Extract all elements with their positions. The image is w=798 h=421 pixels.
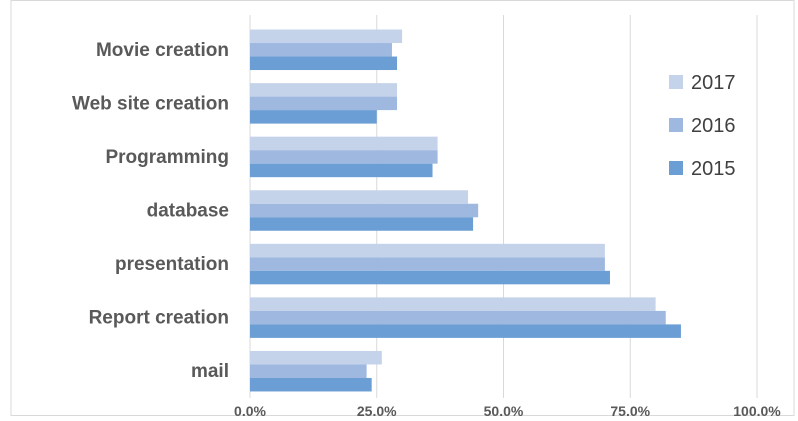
bar-presentation-2017 [250,243,605,258]
legend-label-2015: 2015 [691,158,736,180]
bar-mail-2016 [250,364,367,378]
bar-database-2017 [250,190,469,204]
legend-swatch-2017 [669,75,683,89]
bar-mail-2017 [250,350,382,365]
category-label-mail: mail [191,361,229,382]
bar-web-site-creation-2017 [250,83,398,97]
x-tick-label-75-0: 75.0% [610,403,650,419]
bar-mail-2015 [250,377,372,392]
bars [250,29,681,392]
bar-movie-creation-2015 [250,56,398,71]
bar-report-creation-2016 [250,310,666,325]
category-label-database: database [147,201,229,222]
legend-label-2016: 2016 [691,115,736,137]
legend-swatch-2015 [669,161,683,175]
chart-frame [10,0,795,416]
x-tick-labels: 0.0% 25.0% 50.0% 75.0% 100.0% [234,403,781,419]
bar-database-2015 [250,217,474,231]
bar-presentation-2015 [250,270,610,285]
bar-report-creation-2017 [250,297,656,311]
bar-web-site-creation-2015 [250,110,377,124]
legend-swatch-2016 [669,118,683,132]
x-tick-label-100-0: 100.0% [733,403,781,419]
bar-movie-creation-2016 [250,43,392,57]
category-label-report-creation: Report creation [89,308,229,329]
legend: 2017 2016 2015 [669,72,736,180]
category-labels: Movie creation Web site creation Programmi… [72,40,229,382]
x-tick-label-50-0: 50.0% [484,403,524,419]
category-label-presentation: presentation [115,254,229,275]
category-label-programming: Programming [105,147,229,168]
bar-database-2016 [250,203,479,218]
bar-report-creation-2015 [250,324,681,338]
bar-programming-2015 [250,163,433,178]
bar-programming-2016 [250,150,438,164]
bar-movie-creation-2017 [250,29,403,44]
x-tick-label-0-0: 0.0% [234,403,266,419]
legend-label-2017: 2017 [691,72,736,94]
x-tick-label-25-0: 25.0% [357,403,397,419]
bar-web-site-creation-2016 [250,96,398,111]
chart-border [10,0,795,416]
category-label-web-site-creation: Web site creation [72,93,229,114]
category-label-movie-creation: Movie creation [96,40,229,61]
bar-presentation-2016 [250,257,605,271]
bar-programming-2017 [250,136,438,151]
